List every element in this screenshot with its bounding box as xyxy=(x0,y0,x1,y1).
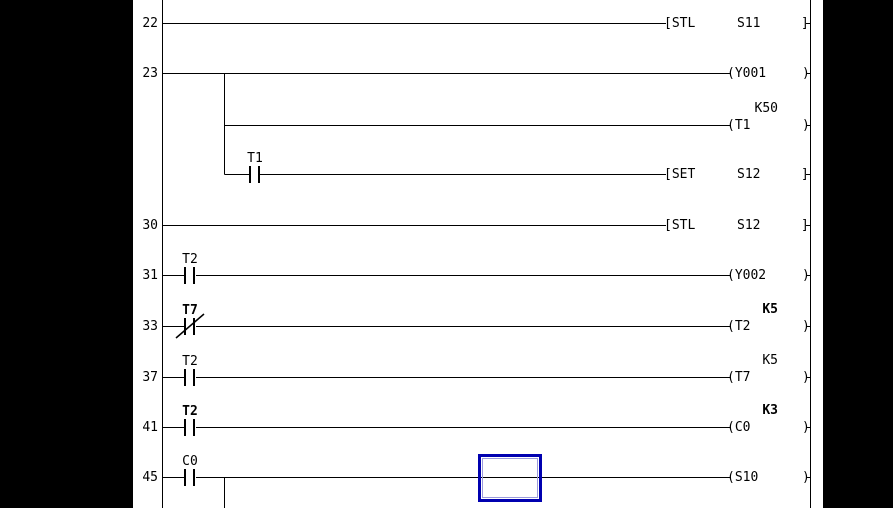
instruction-stl-s12[interactable]: [STL S12 ] xyxy=(664,218,810,233)
counter-constant: K3 xyxy=(762,403,778,418)
instruction-close-bracket: ] xyxy=(801,218,809,233)
coil-label: (S10 xyxy=(727,470,758,485)
rung-30: 30 [STL S12 ] xyxy=(142,218,810,233)
edit-cursor[interactable] xyxy=(478,454,542,502)
contact-t1[interactable]: T1 xyxy=(247,151,263,183)
step-number: 33 xyxy=(142,319,158,334)
contact-c0[interactable]: C0 xyxy=(182,454,198,486)
rung-23-branch-set: T1 [SET S12 ] xyxy=(224,151,810,183)
coil-close-paren: ) xyxy=(802,370,810,385)
edit-cursor-outline xyxy=(478,454,542,502)
coil-label: (Y002 xyxy=(727,268,766,283)
contact-label: T1 xyxy=(247,151,263,166)
nc-contact-t7[interactable]: T7 xyxy=(175,303,205,339)
coil-label: (T1 xyxy=(727,118,750,133)
coil-s10[interactable]: (S10 ) xyxy=(727,470,810,485)
nc-slash xyxy=(175,313,205,339)
instruction-stl-s11[interactable]: [STL S11 ] xyxy=(664,16,810,31)
step-number: 30 xyxy=(142,218,158,233)
coil-label: (T7 xyxy=(727,370,750,385)
contact-t2[interactable]: T2 xyxy=(182,252,198,284)
contact-t2[interactable]: T2 xyxy=(182,404,198,436)
contact-label: T2 xyxy=(182,354,198,369)
step-number: 22 xyxy=(142,16,158,31)
instruction-operand: S12 xyxy=(737,218,760,233)
ladder-canvas xyxy=(133,0,823,508)
coil-close-paren: ) xyxy=(802,319,810,334)
timer-constant: K5 xyxy=(762,302,778,317)
instruction-operand: S12 xyxy=(737,167,760,182)
step-number: 45 xyxy=(142,470,158,485)
coil-close-paren: ) xyxy=(802,470,810,485)
coil-close-paren: ) xyxy=(802,420,810,435)
step-number: 31 xyxy=(142,268,158,283)
instruction-close-bracket: ] xyxy=(801,16,809,31)
rung-23-branch-t1: K50 (T1 ) xyxy=(224,101,810,133)
rung-22: 22 [STL S11 ] xyxy=(142,16,810,31)
contact-label: C0 xyxy=(182,454,198,469)
coil-label: (T2 xyxy=(727,319,750,334)
instruction-close-bracket: ] xyxy=(801,167,809,182)
coil-y001[interactable]: (Y001 ) xyxy=(727,66,810,81)
coil-t2[interactable]: K5 (T2 ) xyxy=(727,302,810,334)
instruction-opcode: [STL xyxy=(664,16,695,31)
coil-c0[interactable]: K3 (C0 ) xyxy=(727,403,810,435)
contact-t2[interactable]: T2 xyxy=(182,354,198,386)
rung-31: 31 T2 (Y002 ) xyxy=(142,252,810,284)
rung-37: 37 T2 K5 (T7 ) xyxy=(142,353,810,386)
coil-close-paren: ) xyxy=(802,268,810,283)
step-number: 41 xyxy=(142,420,158,435)
coil-t1[interactable]: K50 (T1 ) xyxy=(727,101,810,133)
timer-constant: K5 xyxy=(762,353,778,368)
coil-t7[interactable]: K5 (T7 ) xyxy=(727,353,810,385)
edit-cursor-inner-outline xyxy=(482,458,538,498)
coil-close-paren: ) xyxy=(802,118,810,133)
coil-close-paren: ) xyxy=(802,66,810,81)
rung-23: 23 (Y001 ) xyxy=(142,66,810,175)
coil-label: (Y001 xyxy=(727,66,766,81)
contact-label: T2 xyxy=(182,252,198,267)
coil-label: (C0 xyxy=(727,420,750,435)
step-number: 23 xyxy=(142,66,158,81)
timer-constant: K50 xyxy=(755,101,778,116)
instruction-opcode: [STL xyxy=(664,218,695,233)
instruction-set-s12[interactable]: [SET S12 ] xyxy=(664,167,810,182)
contact-label: T2 xyxy=(182,404,198,419)
step-number: 37 xyxy=(142,370,158,385)
instruction-opcode: [SET xyxy=(664,167,695,182)
rung-45: 45 C0 (S10 ) xyxy=(142,454,810,508)
rung-33: 33 T7 K5 (T2 ) xyxy=(142,302,810,339)
contact-label: T7 xyxy=(182,303,198,318)
rung-41: 41 T2 K3 (C0 ) xyxy=(142,403,810,436)
instruction-operand: S11 xyxy=(737,16,760,31)
coil-y002[interactable]: (Y002 ) xyxy=(727,268,810,283)
